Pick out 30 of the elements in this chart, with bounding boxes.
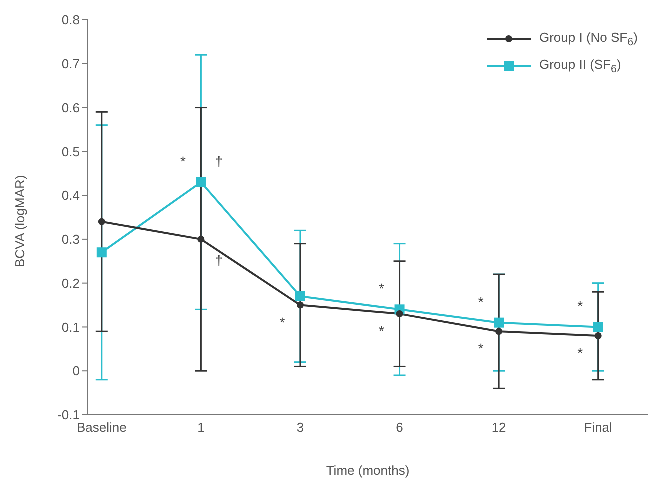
y-tick-label: 0.1 bbox=[62, 320, 80, 335]
y-tick-label: 0.7 bbox=[62, 56, 80, 72]
annotation: * bbox=[478, 340, 484, 357]
x-tick-label: 12 bbox=[492, 420, 506, 436]
annotation: * bbox=[180, 153, 186, 170]
annotation: * bbox=[478, 294, 484, 310]
annotation: † bbox=[215, 153, 224, 170]
annotation: * bbox=[280, 314, 286, 330]
y-tick-label: 0.2 bbox=[62, 276, 80, 291]
x-axis-title: Time (months) bbox=[326, 463, 410, 478]
annotation: † bbox=[215, 252, 224, 268]
y-tick-label: -0.1 bbox=[58, 408, 80, 423]
x-tick-label: Baseline bbox=[76, 420, 127, 436]
y-tick-label: 0.4 bbox=[62, 188, 80, 204]
y-tick-label: 0.6 bbox=[62, 100, 80, 116]
x-tick-label: 6 bbox=[396, 420, 404, 436]
legend-label: Group II (SF$_{6}$) bbox=[539, 56, 622, 76]
x-tick-label: 3 bbox=[296, 420, 304, 436]
legend-label: Group I (No SF$_{6}$) bbox=[539, 30, 638, 49]
annotation: * bbox=[379, 323, 386, 340]
y-tick-label: 0 bbox=[72, 364, 80, 379]
x-tick-label: Final bbox=[584, 420, 613, 436]
annotation: * bbox=[578, 298, 584, 314]
y-tick-label: 0.3 bbox=[62, 232, 80, 248]
y-tick-label: 0.5 bbox=[62, 144, 80, 160]
annotation: * bbox=[379, 280, 386, 297]
annotation: * bbox=[578, 345, 584, 361]
x-tick-label: 1 bbox=[198, 420, 205, 436]
y-axis-title: BCVA (logMAR) bbox=[12, 175, 28, 268]
y-tick-label: 0.8 bbox=[62, 12, 80, 28]
